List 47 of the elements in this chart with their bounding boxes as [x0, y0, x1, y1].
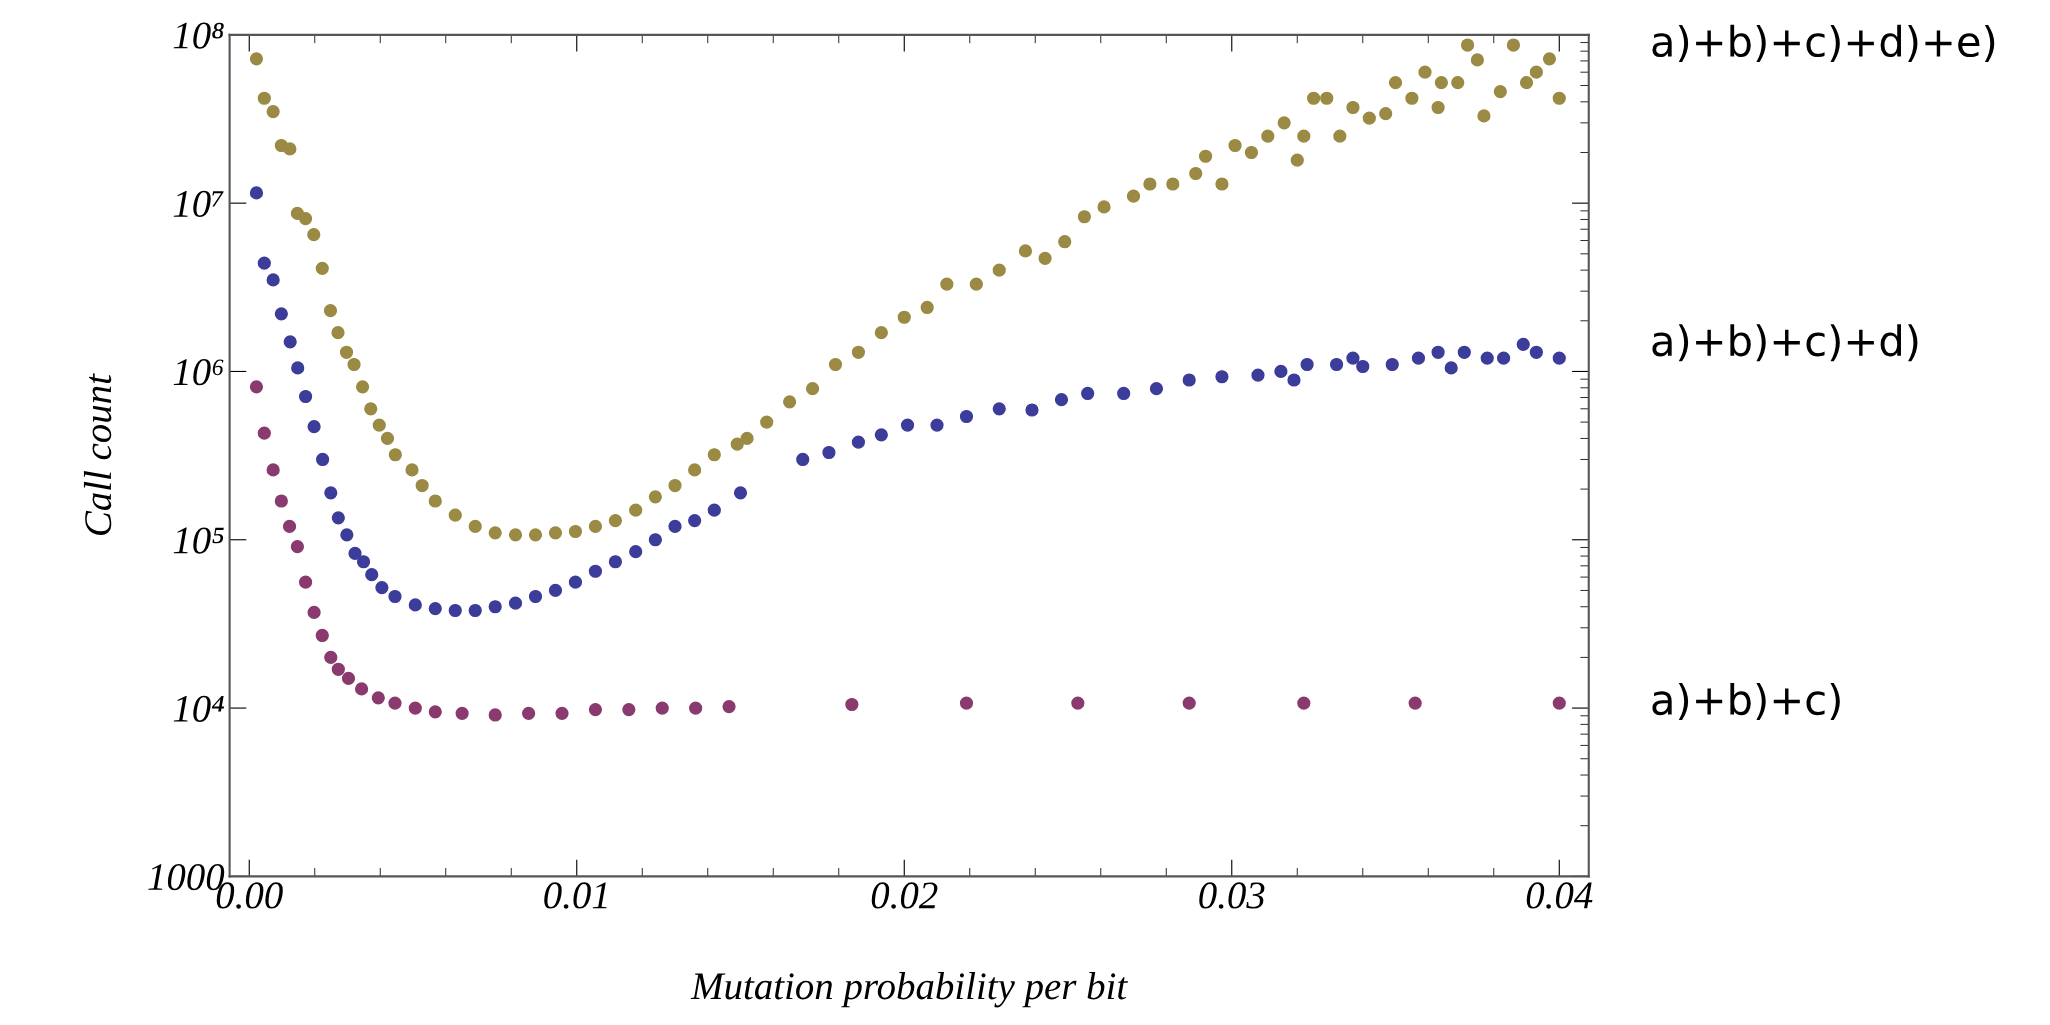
point — [354, 682, 369, 696]
y-axis-title: Call count — [83, 373, 112, 536]
y-tick-label: 10⁸ — [173, 22, 224, 49]
point — [428, 705, 442, 719]
point — [315, 628, 329, 643]
point — [1071, 696, 1085, 710]
point — [722, 700, 736, 714]
x-tick-label: 0.03 — [1199, 882, 1265, 909]
point — [655, 701, 669, 715]
point — [298, 575, 313, 589]
point — [282, 519, 297, 534]
text: a)+b)+c)+d)+e) — [1652, 24, 1995, 63]
point — [408, 701, 422, 715]
point — [274, 494, 288, 508]
point — [1182, 696, 1196, 710]
y-tick-label: 10⁵ — [173, 527, 224, 554]
y-tick-label: 10⁴ — [173, 695, 225, 722]
point — [689, 701, 703, 715]
x-tick-label: 0.01 — [544, 882, 607, 909]
x-tick-label: 0.02 — [871, 882, 938, 909]
point — [371, 691, 385, 705]
point — [959, 696, 974, 710]
point — [331, 662, 345, 676]
point — [388, 696, 402, 710]
point — [266, 463, 280, 477]
text: a)+b)+c)+d) — [1652, 324, 1918, 362]
point — [845, 697, 859, 712]
point — [1297, 696, 1311, 710]
point — [1408, 696, 1422, 710]
point — [522, 706, 536, 720]
point — [622, 702, 636, 717]
point — [249, 380, 264, 394]
y-tick-label: 10⁷ — [173, 190, 224, 218]
text: a)+b)+c) — [1652, 682, 1840, 721]
point — [341, 671, 356, 686]
point — [588, 702, 603, 717]
y-tick-label: 10⁶ — [173, 359, 224, 386]
point — [290, 540, 304, 554]
point — [324, 650, 338, 665]
point — [1552, 696, 1566, 710]
point — [555, 706, 569, 720]
x-axis-title: Mutation probability per bit — [690, 972, 1128, 1008]
point — [488, 708, 502, 722]
point — [307, 605, 321, 620]
point — [455, 706, 469, 720]
x-tick-label: 0.04 — [1526, 882, 1593, 909]
point — [257, 426, 271, 440]
